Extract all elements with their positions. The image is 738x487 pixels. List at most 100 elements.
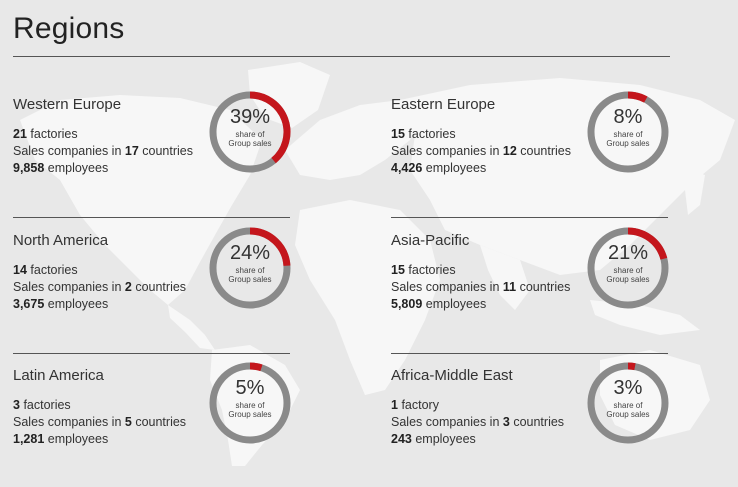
share-caption-line1: share of bbox=[613, 130, 643, 139]
share-percent: 24% bbox=[229, 242, 271, 264]
factories-count: 15 bbox=[391, 263, 405, 277]
map-central-america bbox=[168, 305, 215, 350]
region-eastern-europe: Eastern Europe 15 factories Sales compan… bbox=[391, 91, 669, 218]
sales-prefix: Sales companies in bbox=[13, 415, 122, 429]
map-india bbox=[480, 245, 530, 310]
map-indonesia bbox=[590, 300, 700, 335]
region-name: Asia-Pacific bbox=[391, 232, 470, 249]
countries-count: 12 bbox=[502, 144, 517, 158]
countries-label: countries bbox=[520, 144, 572, 158]
countries-count: 5 bbox=[124, 415, 132, 429]
share-caption: share of Group sales bbox=[585, 266, 671, 284]
factories-label: factories bbox=[30, 127, 78, 141]
countries-count: 11 bbox=[502, 280, 517, 294]
factories-label: factories bbox=[23, 398, 71, 412]
countries-label: countries bbox=[142, 144, 194, 158]
countries-count: 2 bbox=[124, 280, 132, 294]
donut-share-arc bbox=[249, 91, 291, 164]
employees-label: employees bbox=[425, 161, 487, 175]
share-percent: 3% bbox=[613, 377, 643, 399]
region-divider bbox=[13, 353, 290, 354]
region-latin-america: Latin America 3 factories Sales companie… bbox=[13, 362, 293, 487]
donut-svg bbox=[209, 227, 291, 309]
factories-label: factories bbox=[408, 127, 456, 141]
employees-line: 5,809 employees bbox=[391, 297, 486, 311]
factories-line: 15 factories bbox=[391, 263, 456, 277]
region-africa-middle-east: Africa-Middle East 1 factory Sales compa… bbox=[391, 362, 669, 487]
employees-count: 4,426 bbox=[391, 161, 423, 175]
employees-count: 243 bbox=[391, 432, 412, 446]
share-caption-line2: Group sales bbox=[606, 410, 650, 419]
factories-count: 3 bbox=[13, 398, 20, 412]
donut-share-arc bbox=[249, 227, 291, 267]
factories-count: 21 bbox=[13, 127, 27, 141]
employees-count: 9,858 bbox=[13, 161, 45, 175]
employees-label: employees bbox=[47, 297, 109, 311]
donut-share-arc bbox=[627, 91, 648, 103]
share-caption: share of Group sales bbox=[207, 266, 293, 284]
employees-label: employees bbox=[47, 432, 109, 446]
employees-count: 1,281 bbox=[13, 432, 45, 446]
countries-label: countries bbox=[135, 280, 187, 294]
sales-line: Sales companies in 2 countries bbox=[13, 280, 186, 294]
share-caption-line1: share of bbox=[613, 401, 643, 410]
employees-line: 9,858 employees bbox=[13, 161, 108, 175]
map-greenland bbox=[248, 62, 330, 128]
share-percent: 8% bbox=[613, 106, 643, 128]
donut-svg bbox=[587, 227, 669, 309]
share-caption-line2: Group sales bbox=[228, 139, 272, 148]
region-western-europe: Western Europe 21 factories Sales compan… bbox=[13, 91, 291, 218]
share-caption-line1: share of bbox=[235, 401, 265, 410]
share-caption-line2: Group sales bbox=[228, 410, 272, 419]
region-asia-pacific: Asia-Pacific 15 factories Sales companie… bbox=[391, 227, 669, 354]
sales-line: Sales companies in 5 countries bbox=[13, 415, 186, 429]
map-japan bbox=[685, 170, 705, 215]
factories-label: factory bbox=[401, 398, 439, 412]
share-donut: 39% share of Group sales bbox=[207, 89, 293, 175]
donut-svg bbox=[587, 91, 669, 173]
share-donut: 3% share of Group sales bbox=[585, 360, 671, 446]
share-percent: 5% bbox=[235, 377, 265, 399]
page-title: Regions bbox=[13, 12, 125, 45]
share-donut: 8% share of Group sales bbox=[585, 89, 671, 175]
countries-label: countries bbox=[513, 415, 565, 429]
donut-share-arc bbox=[249, 362, 263, 372]
region-north-america: North America 14 factories Sales compani… bbox=[13, 227, 291, 354]
share-caption: share of Group sales bbox=[207, 401, 293, 419]
employees-label: employees bbox=[415, 432, 476, 446]
sales-prefix: Sales companies in bbox=[391, 144, 500, 158]
title-divider bbox=[13, 56, 670, 57]
sales-prefix: Sales companies in bbox=[13, 280, 122, 294]
region-name: Western Europe bbox=[13, 96, 122, 113]
sales-prefix: Sales companies in bbox=[391, 280, 500, 294]
map-asia bbox=[400, 78, 735, 275]
employees-line: 1,281 employees bbox=[13, 432, 108, 446]
employees-line: 3,675 employees bbox=[13, 297, 108, 311]
map-africa bbox=[295, 200, 440, 395]
share-caption-line1: share of bbox=[235, 130, 265, 139]
share-donut: 24% share of Group sales bbox=[207, 225, 293, 311]
share-caption-line2: Group sales bbox=[606, 139, 650, 148]
countries-label: countries bbox=[519, 280, 571, 294]
map-europe bbox=[285, 100, 420, 180]
employees-line: 4,426 employees bbox=[391, 161, 486, 175]
donut-svg bbox=[587, 362, 669, 444]
sales-line: Sales companies in 12 countries bbox=[391, 144, 571, 158]
employees-count: 5,809 bbox=[391, 297, 423, 311]
sales-line: Sales companies in 11 countries bbox=[391, 280, 570, 294]
region-divider bbox=[391, 353, 668, 354]
share-percent: 39% bbox=[229, 106, 271, 128]
share-caption-line1: share of bbox=[235, 266, 265, 275]
share-caption: share of Group sales bbox=[585, 401, 671, 419]
map-north-america bbox=[20, 95, 262, 305]
employees-label: employees bbox=[425, 297, 487, 311]
region-name: Latin America bbox=[13, 367, 104, 384]
factories-count: 15 bbox=[391, 127, 405, 141]
share-donut: 21% share of Group sales bbox=[585, 225, 671, 311]
factories-line: 14 factories bbox=[13, 263, 78, 277]
factories-count: 1 bbox=[391, 398, 398, 412]
factories-line: 21 factories bbox=[13, 127, 78, 141]
sales-prefix: Sales companies in bbox=[13, 144, 122, 158]
donut-share-arc bbox=[627, 227, 668, 260]
countries-label: countries bbox=[135, 415, 187, 429]
